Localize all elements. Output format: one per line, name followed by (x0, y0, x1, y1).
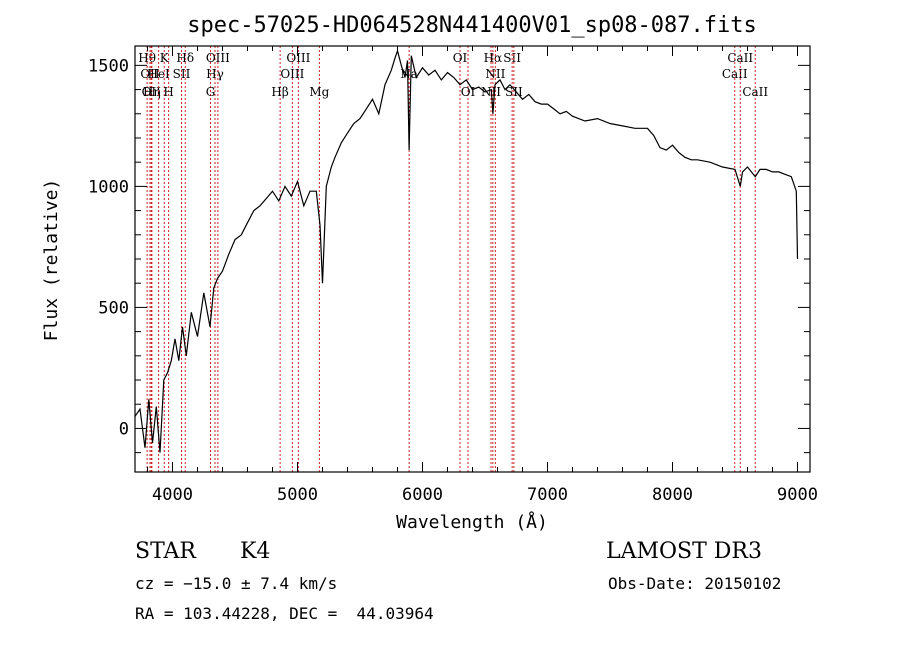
line-marker-label: OIII (286, 51, 310, 65)
x-tick-label: 8000 (652, 485, 693, 505)
line-marker-label: CaII (722, 67, 748, 81)
line-marker-label: G (206, 85, 216, 99)
line-marker-label: CaII (742, 85, 768, 99)
line-marker-label: OI (461, 85, 476, 99)
plot-frame (134, 45, 811, 473)
line-marker-label: Hθ (138, 51, 156, 65)
line-marker-label: Hβ (271, 85, 288, 99)
y-tick-label: 1000 (88, 177, 129, 197)
redshift-cz: cz = −15.0 ± 7.4 km/s (135, 574, 338, 593)
x-axis-label: Wavelength (Å) (396, 511, 548, 533)
line-marker-label: Hη (143, 85, 161, 99)
x-tick-label: 5000 (277, 485, 318, 505)
y-tick-label: 500 (98, 298, 129, 318)
coordinates: RA = 103.44228, DEC = 44.03964 (135, 604, 434, 623)
line-marker-label: OI (453, 51, 468, 65)
line-marker-label: Mg (309, 85, 329, 99)
line-marker-label: H (163, 85, 173, 99)
x-tick-label: 6000 (402, 485, 443, 505)
y-tick-label: 1500 (88, 56, 129, 76)
line-marker-label: SII (503, 51, 521, 65)
axis-ticks: 4000 5000 6000 7000 8000 9000 0 500 1000 1500 (88, 46, 818, 505)
chart-title: spec-57025-HD064528N441400V01_sp08-087.f… (187, 13, 757, 38)
line-marker-label: Hα (484, 51, 503, 65)
line-marker-label: K (160, 51, 170, 65)
line-marker-label: Hδ (176, 51, 194, 65)
object-subclass: K4 (240, 539, 271, 564)
object-class: STAR (135, 539, 196, 564)
line-marker-label: NII (485, 67, 505, 81)
spectral-line-markers: HθOIIOIIHηHeIKHSIIHδGHγOIIIHβOIIIOIIIMgN… (138, 46, 768, 472)
x-tick-label: 7000 (527, 485, 568, 505)
survey-name: LAMOST DR3 (606, 539, 762, 564)
spectrum-line (134, 48, 799, 453)
line-marker-label: SII (173, 67, 191, 81)
line-marker-label: OII (140, 67, 160, 81)
x-tick-label: 9000 (777, 485, 818, 505)
observation-date: Obs-Date: 20150102 (608, 574, 782, 593)
line-marker-label: OIII (206, 51, 230, 65)
line-marker-label: CaII (727, 51, 753, 65)
y-tick-label: 0 (119, 419, 129, 439)
line-marker-label: OIII (280, 67, 304, 81)
line-marker-label: Hγ (206, 67, 224, 81)
x-tick-label: 4000 (152, 485, 193, 505)
line-marker-label: HeI (147, 67, 170, 81)
y-axis-label: Flux (relative) (41, 179, 62, 342)
